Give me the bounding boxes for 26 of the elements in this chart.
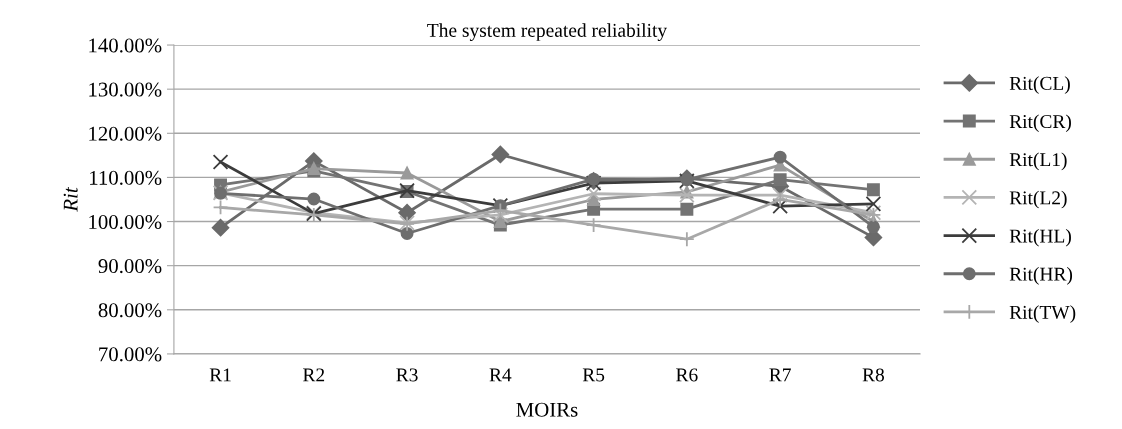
y-tick-label: 140.00%: [89, 38, 162, 53]
legend-label: Rit(L1): [1009, 152, 1067, 171]
x-tick-label: R6: [676, 368, 698, 382]
x-tick-label: R2: [303, 368, 325, 382]
x-axis-title: MOIRs: [516, 402, 578, 417]
y-tick-label: 100.00%: [89, 214, 162, 230]
y-axis-title: Rit: [63, 186, 78, 212]
y-tick-label: 70.00%: [99, 347, 162, 362]
x-tick-label: R5: [582, 368, 605, 382]
legend-label: Rit(CL): [1009, 76, 1070, 94]
x-tick-label: R3: [396, 368, 418, 382]
y-tick-label: 90.00%: [98, 259, 162, 274]
legend-label: Rit(L2): [1009, 190, 1067, 209]
y-tick-label: 80.00%: [98, 303, 162, 318]
x-tick-label: R7: [769, 368, 791, 382]
legend-label: Rit(TW): [1009, 305, 1076, 323]
legend-label: Rit(CR): [1009, 114, 1071, 133]
legend-label: Rit(HL): [1009, 228, 1071, 247]
x-tick-label: R1: [209, 368, 231, 382]
x-tick-label: R4: [489, 368, 512, 382]
chart-title: The system repeated reliability: [427, 23, 668, 41]
x-tick-label: R8: [862, 368, 885, 382]
y-tick-label: 130.00%: [89, 82, 162, 97]
y-tick-label: 120.00%: [89, 126, 162, 141]
y-tick-label: 110.00%: [90, 170, 162, 185]
legend-label: Rit(HR): [1009, 267, 1073, 285]
